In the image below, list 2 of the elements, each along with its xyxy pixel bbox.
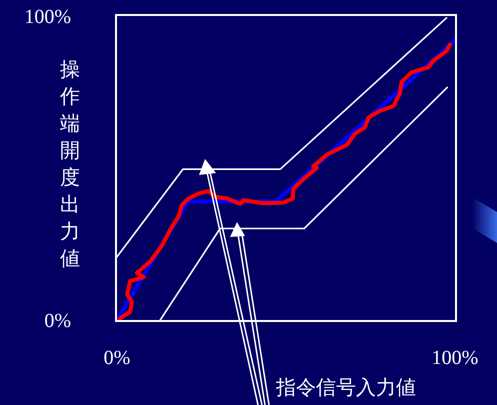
y-axis-title: 操作端開度出力値	[59, 56, 81, 272]
x-axis-title: 指令信号入力値	[276, 374, 416, 401]
